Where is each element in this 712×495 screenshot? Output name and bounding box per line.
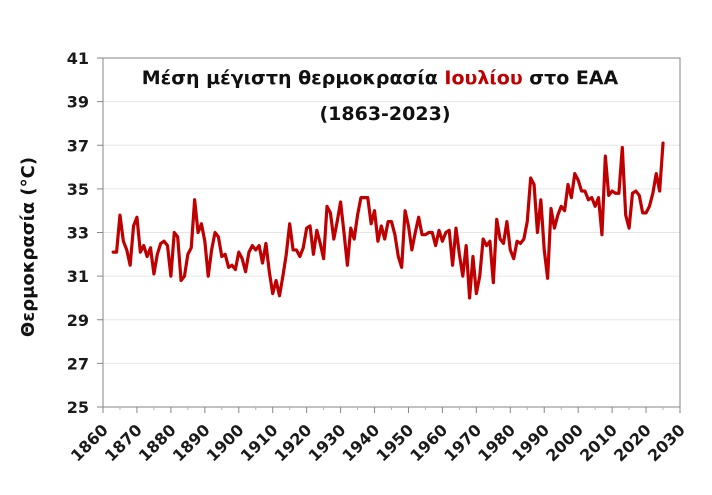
x-tick-label: 1890	[169, 420, 214, 465]
y-tick-label: 39	[67, 93, 89, 112]
y-axis-label: Θερμοκρασία (°C)	[18, 157, 39, 337]
chart-title: Μέση μέγιστη θερμοκρασία Ιουλίου στο ΕΑΑ	[142, 67, 619, 89]
y-tick-label: 29	[67, 311, 89, 330]
x-tick-label: 1960	[406, 420, 451, 465]
x-tick-label: 2020	[610, 420, 655, 465]
x-tick-label: 1970	[440, 420, 485, 465]
x-tick-label: 1980	[474, 420, 519, 465]
y-tick-label: 33	[67, 224, 89, 243]
temperature-line	[111, 141, 665, 300]
x-tick-label: 1910	[237, 420, 282, 465]
x-tick-label: 2000	[542, 420, 587, 465]
x-tick-label: 1880	[135, 420, 180, 465]
y-tick-label: 35	[67, 180, 89, 199]
title-segment: Μέση μέγιστη θερμοκρασία	[142, 67, 445, 89]
x-tick-label: 1920	[271, 420, 316, 465]
title-segment: Ιουλίου	[444, 67, 522, 89]
x-tick-label: 2030	[644, 420, 689, 465]
x-tick-label: 1900	[203, 420, 248, 465]
gridlines	[103, 101, 680, 364]
y-tick-label: 27	[67, 354, 89, 373]
y-tick-label: 37	[67, 136, 89, 155]
x-tick-label: 1870	[101, 420, 146, 465]
x-tick-label: 1950	[372, 420, 417, 465]
y-tick-label: 25	[67, 398, 89, 417]
x-tick-label: 1860	[67, 420, 112, 465]
x-tick-label: 1930	[304, 420, 349, 465]
chart-subtitle: (1863-2023)	[319, 103, 450, 125]
y-axis: 25 27 29 31 33 35 37 39 41	[67, 49, 103, 417]
y-tick-label: 31	[67, 267, 89, 286]
y-tick-label: 41	[67, 49, 89, 68]
x-tick-label: 1990	[508, 420, 553, 465]
x-tick-label: 2010	[576, 420, 621, 465]
x-axis: 1860187018801890190019101920193019401950…	[67, 407, 689, 465]
x-tick-label: 1940	[338, 420, 383, 465]
title-segment: στο ΕΑΑ	[523, 67, 619, 89]
